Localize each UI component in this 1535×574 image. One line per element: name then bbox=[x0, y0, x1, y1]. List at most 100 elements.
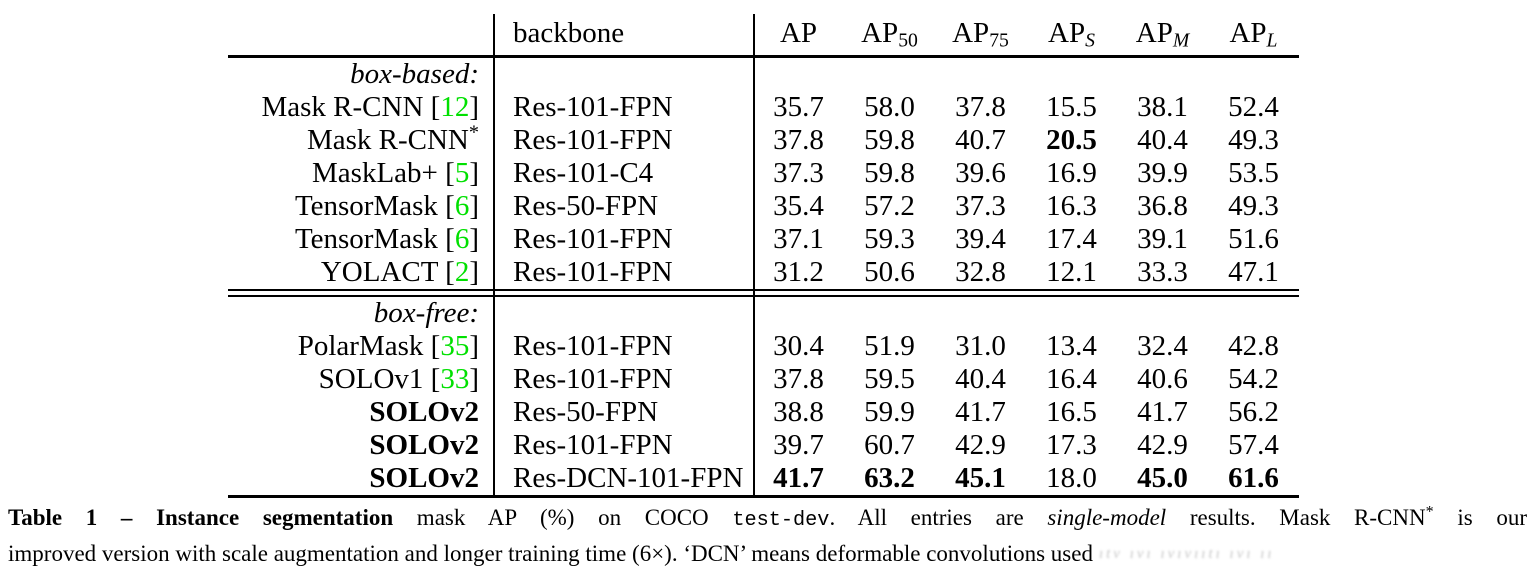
metric-value: 52.4 bbox=[1228, 91, 1279, 123]
metric-cell: 50.6 bbox=[844, 256, 935, 289]
method-cell: TensorMask [6] bbox=[294, 190, 479, 222]
metric-value: 42.9 bbox=[955, 429, 1006, 461]
metric-value: 33.3 bbox=[1137, 256, 1188, 288]
metric-cell: 58.0 bbox=[844, 91, 935, 124]
metric-value: 37.3 bbox=[773, 157, 824, 189]
metric-value: 47.1 bbox=[1228, 256, 1279, 288]
metric-value: 61.6 bbox=[1228, 462, 1279, 494]
col-header-aps: APS bbox=[1026, 17, 1117, 50]
metric-cell: 61.6 bbox=[1208, 462, 1299, 495]
method-name: SOLOv2 bbox=[369, 429, 479, 461]
metric-cell: 17.4 bbox=[1026, 223, 1117, 256]
metric-cell: 42.9 bbox=[1117, 429, 1208, 462]
table-row: TensorMask [6] Res-50-FPN 35.4 57.2 37.3 16.3… bbox=[228, 190, 1299, 223]
table-row: Mask R-CNN* Res-101-FPN 37.8 59.8 40.7 20.5 40… bbox=[228, 122, 1299, 157]
bottom-rule bbox=[228, 495, 1299, 498]
metric-value: 37.8 bbox=[773, 124, 824, 156]
backbone-cell: Res-101-FPN bbox=[513, 363, 673, 395]
method-name: SOLOv2 bbox=[369, 396, 479, 428]
metric-value: 40.4 bbox=[1137, 124, 1188, 156]
citation-link[interactable]: 12 bbox=[440, 91, 470, 123]
backbone-cell: Res-50-FPN bbox=[513, 190, 659, 222]
metric-value: 59.8 bbox=[864, 157, 915, 189]
metric-cell: 39.1 bbox=[1117, 223, 1208, 256]
metric-cell: 37.8 bbox=[753, 124, 844, 157]
caption-superscript: * bbox=[1425, 503, 1434, 521]
vertical-rule-backbone-metrics bbox=[753, 14, 755, 495]
method-cell: SOLOv2 bbox=[228, 462, 493, 495]
citation-link[interactable]: 35 bbox=[440, 330, 470, 362]
metric-subscript: S bbox=[1085, 29, 1095, 52]
citation-link[interactable]: 6 bbox=[454, 190, 470, 222]
table-row: TensorMask [6] Res-101-FPN 37.1 59.3 39.4 17.… bbox=[228, 223, 1299, 256]
metric-value: 41.7 bbox=[955, 396, 1006, 428]
watermark: ıtv ıvı ıvıvııtı ıvı ıı bbox=[1098, 546, 1275, 562]
metric-cell: 37.3 bbox=[753, 157, 844, 190]
section-divider-rule-bottom bbox=[228, 295, 1299, 297]
metric-value: 20.5 bbox=[1046, 124, 1097, 156]
citation-link[interactable]: 5 bbox=[454, 157, 470, 189]
metric-value: 31.2 bbox=[773, 256, 824, 288]
metric-cell: 33.3 bbox=[1117, 256, 1208, 289]
metric-value: 16.3 bbox=[1046, 190, 1097, 222]
metric-value: 38.1 bbox=[1137, 91, 1188, 123]
metric-value: 49.3 bbox=[1228, 190, 1279, 222]
method-cell: MaskLab+ [5] bbox=[312, 157, 479, 189]
metric-cell: 39.7 bbox=[753, 429, 844, 462]
metric-value: 32.8 bbox=[955, 256, 1006, 288]
metric-value: 59.5 bbox=[864, 363, 915, 395]
citation-link[interactable]: 2 bbox=[454, 256, 470, 288]
metric-value: 12.1 bbox=[1046, 256, 1097, 288]
metric-cell: 16.4 bbox=[1026, 363, 1117, 396]
table-row: YOLACT [2] Res-101-FPN 31.2 50.6 32.8 12.1 33.… bbox=[228, 256, 1299, 289]
method-name: Mask R-CNN bbox=[306, 124, 469, 156]
metric-cell: 37.3 bbox=[935, 190, 1026, 223]
citation-link[interactable]: 6 bbox=[454, 223, 470, 255]
backbone-header-cell: backbone bbox=[513, 17, 625, 49]
table-caption: Table 1 – Instance segmentation mask AP … bbox=[8, 501, 1527, 574]
metric-cell: 41.7 bbox=[935, 396, 1026, 429]
metric-cell: 59.3 bbox=[844, 223, 935, 256]
metric-cell: 40.4 bbox=[1117, 124, 1208, 157]
metric-value: 40.6 bbox=[1137, 363, 1188, 395]
metric-cell: 54.2 bbox=[1208, 363, 1299, 396]
backbone-cell: Res-101-FPN bbox=[513, 330, 673, 362]
results-table: backbone AP AP50 AP75 APS APM APL box-ba… bbox=[228, 12, 1299, 498]
caption-segment: test-dev bbox=[732, 509, 830, 532]
metric-value: 13.4 bbox=[1046, 330, 1097, 362]
metric-value: 39.9 bbox=[1137, 157, 1188, 189]
metric-cell: 51.9 bbox=[844, 330, 935, 363]
table-header-row: backbone AP AP50 AP75 APS APM APL bbox=[228, 12, 1299, 55]
metric-cell: 49.3 bbox=[1208, 124, 1299, 157]
metric-cell: 40.4 bbox=[935, 363, 1026, 396]
metric-value: 49.3 bbox=[1228, 124, 1279, 156]
metric-value: 60.7 bbox=[864, 429, 915, 461]
caption-line-2-text: improved version with scale augmentation… bbox=[8, 541, 1093, 566]
caption-bold-segment: Table 1 – Instance segmentation bbox=[8, 505, 394, 530]
metric-cell: 31.2 bbox=[753, 256, 844, 289]
metric-value: 38.8 bbox=[773, 396, 824, 428]
metric-cell: 59.8 bbox=[844, 124, 935, 157]
metric-value: 63.2 bbox=[864, 462, 915, 494]
backbone-cell: Res-101-FPN bbox=[513, 223, 673, 255]
metric-cell: 37.8 bbox=[935, 91, 1026, 124]
metric-cell: 16.5 bbox=[1026, 396, 1117, 429]
metric-cell: 59.5 bbox=[844, 363, 935, 396]
col-header-apm: APM bbox=[1117, 17, 1208, 50]
metric-label: AP bbox=[779, 17, 818, 49]
metric-value: 51.6 bbox=[1228, 223, 1279, 255]
metric-value: 42.8 bbox=[1228, 330, 1279, 362]
table-row: SOLOv2 Res-50-FPN 38.8 59.9 41.7 16.5 41.7 56.2 bbox=[228, 396, 1299, 429]
metric-value: 41.7 bbox=[773, 462, 824, 494]
metric-cell: 40.6 bbox=[1117, 363, 1208, 396]
method-cell: SOLOv2 bbox=[228, 396, 493, 429]
citation-link[interactable]: 33 bbox=[440, 363, 470, 395]
col-header-ap: AP bbox=[753, 17, 844, 50]
metric-cell: 53.5 bbox=[1208, 157, 1299, 190]
metric-cell: 57.2 bbox=[844, 190, 935, 223]
metric-cell: 16.3 bbox=[1026, 190, 1117, 223]
metric-label: AP bbox=[952, 17, 990, 49]
metric-value: 37.1 bbox=[773, 223, 824, 255]
section-label: box-free: bbox=[373, 297, 479, 329]
metric-value: 53.5 bbox=[1228, 157, 1279, 189]
